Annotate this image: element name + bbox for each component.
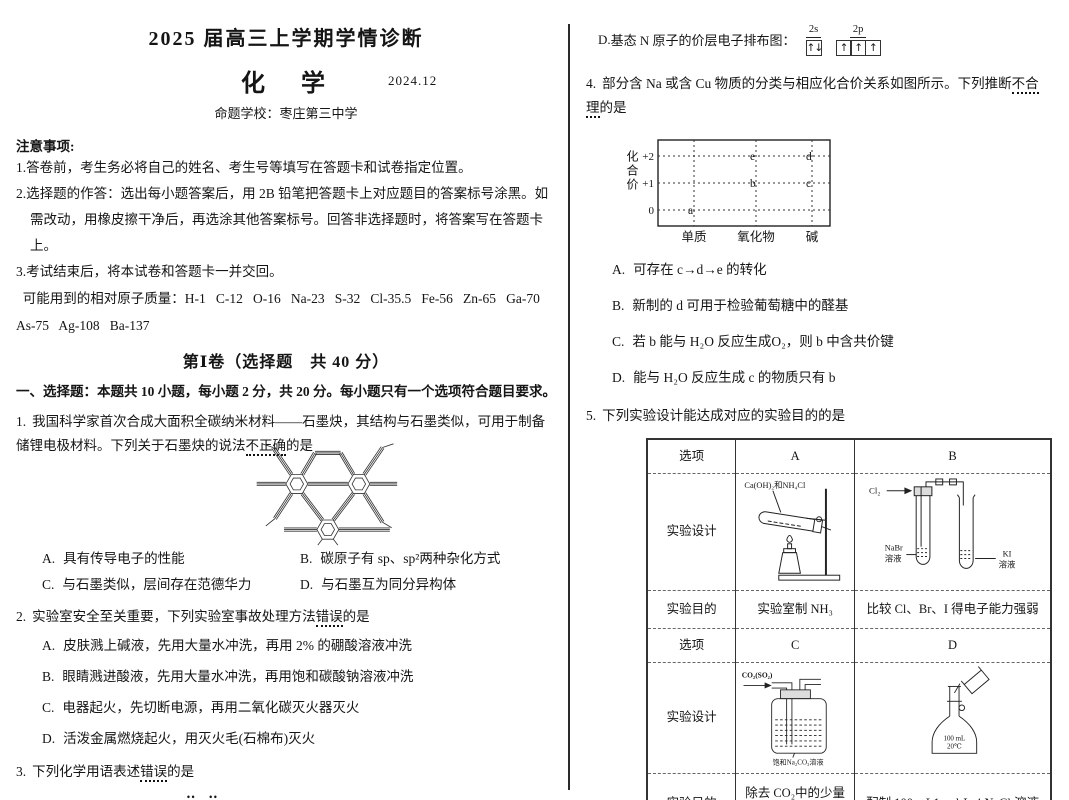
chart-point-b: b [750, 178, 756, 190]
q1-option-a: A. 具有传导电子的性能 [42, 551, 185, 567]
subject-title: 化 学 [241, 71, 331, 97]
q5-stem: 5. 下列实验设计能达成对应的实验目的的是 [586, 407, 846, 423]
question-2: 2. 实验室安全至关重要，下列实验室事故处理方法错误的是 A. 皮肤溅上碱液，先用大… [16, 605, 556, 753]
atomic-mass-line-2: As-75 Ag-108 Ba-137 [16, 318, 150, 334]
orbital-diagram: 2s ↑↓ 2p ↑ ↑ ↑ [805, 24, 881, 56]
table-cell: 实验设计 [646, 661, 737, 774]
q4-option-a: A. 可存在 c→d→e 的转化 [612, 262, 767, 278]
table-cell: 实验目的 [646, 772, 737, 800]
volume-title: 第Ⅰ卷（选择题 共 40 分） [182, 354, 390, 372]
chart-y-title: 化合价 [625, 150, 639, 192]
question-5: 5. 下列实验设计能达成对应的实验目的的是 选项 A B 实验设计 Ca(OH)₂… [586, 404, 1052, 800]
table-row: 选项 A B [646, 438, 1052, 474]
q1-options: A. 具有传导电子的性能 B. 碳原子有 sp、sp²两种杂化方式 C. 与石墨类似，… [16, 546, 556, 597]
table-row: 实验目的 除去 CO₂中的少量 SO₂ 配制 100 mL1mol·L⁻¹ Na… [646, 772, 1052, 800]
exam-title: 2025 届高三上学期学情诊断 [148, 28, 424, 50]
table-row: 选项 C D [646, 627, 1052, 663]
flask-temp-label: 20℃ [947, 742, 962, 750]
chart-xcat: 氧化物 [737, 230, 775, 244]
apparatus-b-right-label2: 溶液 [998, 559, 1015, 569]
school-line: 命题学校：枣庄第三中学 [214, 106, 358, 121]
chart-xcat: 单质 [681, 230, 706, 244]
left-column: 2025 届高三上学期学情诊断 化 学 2024.12 命题学校：枣庄第三中学 … [16, 22, 556, 800]
q2-option-a: A. 皮肤溅上碱液，先用大量水冲洗，再用 2% 的硼酸溶液冲洗 [42, 638, 412, 653]
q2-option-d: D. 活泼金属燃烧起火，用灭火毛(石棉布)灭火 [42, 731, 316, 747]
question-1: 1. 我国科学家首次合成大面积全碳纳米材料——石墨炔，其结构与石墨类似，可用于制备… [16, 410, 556, 598]
apparatus-b-left-label2: 溶液 [884, 553, 901, 563]
table-cell: 实验目的 [646, 589, 737, 629]
table-row: 实验设计 Ca(OH)₂和NH₄Cl [646, 472, 1052, 591]
q1-option-d: D. 与石墨互为同分异构体 [300, 577, 457, 593]
q1-option-c: C. 与石墨类似，层间存在范德华力 [42, 577, 252, 593]
table-cell: C [735, 627, 856, 663]
orbital-2s-label: 2s [805, 24, 822, 38]
chart-point-d: d [806, 151, 812, 163]
valence-chart: 化合价 +2 +1 0 a b e c d 单质 氧化物 碱 [616, 126, 1052, 246]
q5-table: 选项 A B 实验设计 Ca(OH)₂和NH₄Cl [646, 438, 1052, 800]
flask-volume-label: 100 mL [943, 734, 965, 742]
table-cell: A [735, 438, 856, 474]
graphyne-structure-svg [256, 443, 398, 546]
notice-heading: 注意事项: [16, 139, 75, 154]
exam-date: 2024.12 [388, 73, 438, 88]
question-4: 4. 部分含 Na 或含 Cu 物质的分类与相应化合价关系如图所示。下列推断不合理… [586, 72, 1052, 390]
apparatus-c-gas-label: CO₂(SO₂) [742, 670, 773, 679]
notice-item: 3.考试结束后，将本试卷和答题卡一并交回。 [16, 264, 283, 280]
q4-option-d: D. 能与 H₂O 反应生成 c 的物质只有 b [612, 370, 836, 386]
atomic-mass-line-1: 可能用到的相对原子质量：H-1 C-12 O-16 Na-23 S-32 Cl-… [16, 291, 540, 307]
table-row: 实验设计 CO₂(SO₂) [646, 661, 1052, 774]
notice-item: 2.选择题的作答：选出每小题答案后，用 2B 铅笔把答题卡上对应题目的答案标号涂… [16, 186, 549, 254]
table-cell: 选项 [646, 627, 737, 663]
table-cell: 配制 100 mL1mol·L⁻¹ NaCl 溶液 [854, 772, 1052, 800]
chart-point-a: a [688, 205, 693, 217]
notice-item: 1.答卷前，考生务必将自己的姓名、考生号等填写在答题卡和试卷指定位置。 [16, 160, 472, 175]
chart-point-e: e [750, 151, 755, 163]
table-cell: D [854, 627, 1052, 663]
table-row: 实验目的 实验室制 NH₃ 比较 Cl、Br、I 得电子能力强弱 [646, 589, 1052, 629]
table-cell: B [854, 438, 1052, 474]
notice-list: 1.答卷前，考生务必将自己的姓名、考生号等填写在答题卡和试卷指定位置。 2.选择… [16, 155, 556, 285]
q4-option-b: B. 新制的 d 可用于检验葡萄糖中的醛基 [612, 298, 849, 314]
table-cell: 除去 CO₂中的少量 SO₂ [735, 772, 856, 800]
chart-xcat: 碱 [806, 230, 819, 244]
column-divider [568, 24, 570, 790]
chart-point-c: c [806, 178, 811, 190]
apparatus-halogen-figure: Cl₂ [854, 472, 1052, 591]
orbital-2p-label: 2p [849, 24, 867, 38]
apparatus-b-gas-label: Cl₂ [869, 485, 880, 495]
orbital-box: ↑ [850, 39, 867, 56]
apparatus-b-left-label: NaBr [884, 543, 902, 552]
table-cell: 实验室制 NH₃ [735, 589, 856, 629]
orbital-box: ↑ [864, 39, 881, 56]
apparatus-c-caption: 饱和Na₂CO₃溶液 [773, 757, 824, 766]
apparatus-a-caption: Ca(OH)₂和NH₄Cl [745, 481, 807, 490]
q3-stem: 3. 下列化学用语表述错误的是 [16, 760, 556, 784]
q2-option-b: B. 眼睛溅进酸液，先用大量水冲洗，再用饱和碳酸钠溶液冲洗 [42, 669, 414, 685]
orbital-box: ↑ [835, 39, 852, 56]
chart-ytick: +1 [642, 178, 654, 190]
right-column: D. 基态 N 原子的价层电子排布图： 2s ↑↓ 2p ↑ ↑ ↑ 4. 部分含 N… [586, 24, 1052, 800]
q4-option-c: C. 若 b 能与 H₂O 反应生成O₂，则 b 中含共价键 [612, 334, 894, 350]
graphyne-structure-figure [242, 442, 556, 546]
apparatus-nh3-figure: Ca(OH)₂和NH₄Cl [735, 472, 856, 591]
table-cell: 比较 Cl、Br、I 得电子能力强弱 [854, 589, 1052, 629]
table-cell: 选项 [646, 438, 737, 474]
q4-stem: 4. 部分含 Na 或含 Cu 物质的分类与相应化合价关系如图所示。下列推断不合理… [586, 72, 1052, 121]
question-3: 3.下列化学用语表述错误的是 A. HClO 的电子式： H:••O••:••C… [16, 760, 556, 800]
table-cell: 实验设计 [646, 472, 737, 591]
valence-chart-svg: 化合价 +2 +1 0 a b e c d 单质 氧化物 碱 [625, 139, 831, 244]
apparatus-gas-washing-figure: CO₂(SO₂) [735, 661, 856, 774]
subject-row: 化 学 2024.12 [16, 63, 556, 97]
orbital-box: ↑↓ [805, 39, 823, 56]
chart-ytick: 0 [649, 205, 655, 217]
apparatus-b-right-label: KI [1002, 549, 1011, 558]
q2-option-c: C. 电器起火，先切断电源，再用二氧化碳灭火器灭火 [42, 700, 360, 716]
q1-option-b: B. 碳原子有 sp、sp²两种杂化方式 [300, 551, 501, 567]
chart-ytick: +2 [642, 151, 654, 163]
q3-option-d: D. 基态 N 原子的价层电子排布图： 2s ↑↓ 2p ↑ ↑ ↑ [586, 24, 1052, 56]
section-instruction: 一、选择题：本题共 10 小题，每小题 2 分，共 20 分。每小题只有一个选项… [16, 384, 556, 400]
q2-stem: 2. 实验室安全至关重要，下列实验室事故处理方法错误的是 [16, 605, 556, 629]
apparatus-volumetric-flask-figure: 100 mL 20℃ [854, 661, 1052, 774]
